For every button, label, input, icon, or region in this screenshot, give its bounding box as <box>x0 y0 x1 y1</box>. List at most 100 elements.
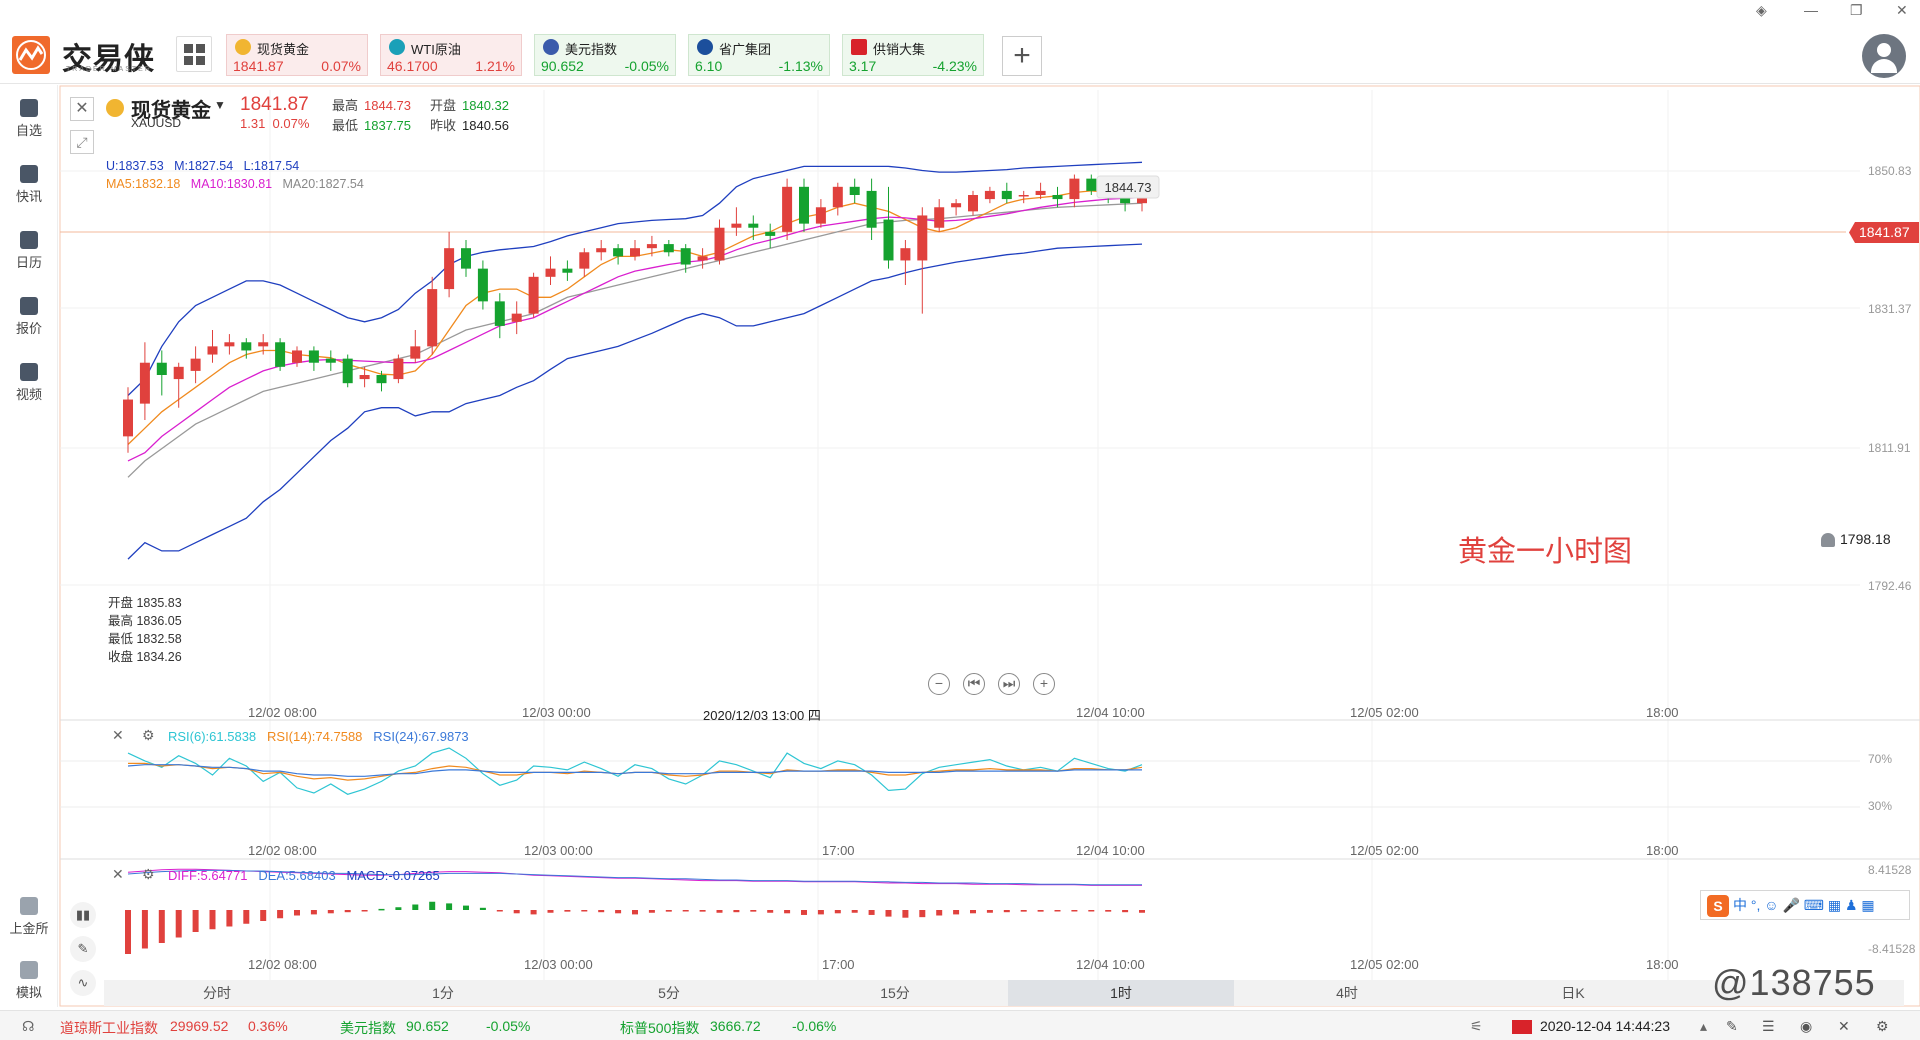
period-tab-active[interactable]: 1时 <box>1008 980 1234 1006</box>
macd-bar <box>1037 910 1044 912</box>
status-index-name[interactable]: 标普500指数 <box>620 1020 700 1036</box>
period-tab[interactable]: 15分 <box>880 985 910 1001</box>
bell-icon[interactable] <box>1821 533 1835 547</box>
settings-icon[interactable]: ⚙ <box>142 866 155 882</box>
camera-icon[interactable]: ◉ <box>1800 1018 1813 1034</box>
chart-type-button[interactable]: ∿ <box>70 970 96 996</box>
close-indicator-icon[interactable]: ✕ <box>112 866 124 882</box>
symbol-name[interactable]: 现货黄金 <box>131 100 211 122</box>
restore-icon[interactable]: ❐ <box>1850 2 1863 18</box>
caret-up-icon[interactable]: ▴ <box>1700 1018 1708 1034</box>
add-ticker-button[interactable]: + <box>1002 36 1042 76</box>
scroll-start-button[interactable]: ⏮ <box>963 673 985 695</box>
status-index-name[interactable]: 道琼斯工业指数 <box>60 1020 158 1036</box>
period-tab[interactable]: 5分 <box>658 985 680 1001</box>
candle-body <box>224 342 235 347</box>
gold-coin-icon <box>106 99 124 117</box>
close-chart-button[interactable]: ✕ <box>70 97 94 121</box>
macd-bar <box>1003 910 1010 913</box>
list-icon[interactable]: ☰ <box>1762 1018 1775 1034</box>
ticker-card-stock-1[interactable]: 省广集团 6.10 -1.13% <box>688 34 830 76</box>
status-index-name[interactable]: 美元指数 <box>340 1020 396 1036</box>
mute-icon[interactable]: ✕ <box>1838 1018 1850 1034</box>
ticker-card-usd-index[interactable]: 美元指数 90.652 -0.05% <box>534 34 676 76</box>
ticker-card-wti[interactable]: WTI原油 46.1700 1.21% <box>380 34 522 76</box>
apps-grid-button[interactable] <box>176 36 212 72</box>
macd-dea-label: DEA:5.68403 <box>258 868 336 883</box>
macd-bar <box>378 908 385 911</box>
tooltip-low: 最低 1832.58 <box>108 632 182 646</box>
candle-body <box>156 362 167 375</box>
settings-icon[interactable]: ⚙ <box>142 727 155 743</box>
macd-bar <box>294 910 300 916</box>
candle-body <box>951 203 962 208</box>
chart-grid <box>60 90 1860 1000</box>
brand-name: 交易侠 <box>62 43 155 76</box>
alert-price-label[interactable]: 1798.18 <box>1840 531 1891 547</box>
candle-body <box>900 248 911 261</box>
chevron-down-icon[interactable]: ▼ <box>214 98 226 112</box>
macd-bar <box>885 910 892 917</box>
sidebar-item-video[interactable]: 视频 <box>0 363 58 403</box>
status-bar: ☊ 道琼斯工业指数 29969.52 0.36% 美元指数 90.652 -0.… <box>0 1010 1920 1040</box>
period-tab[interactable]: 4时 <box>1336 985 1358 1001</box>
draw-tool-button[interactable]: ✎ <box>70 936 96 962</box>
macd-bar <box>648 910 655 913</box>
period-tab[interactable]: 日K <box>1561 985 1585 1001</box>
stock-chart-icon <box>697 39 713 55</box>
macd-bar <box>953 910 960 915</box>
sidebar-item-quotes[interactable]: 报价 <box>0 297 58 337</box>
watermark-handle: @138755 <box>1712 962 1876 1003</box>
zoom-in-button[interactable]: + <box>1033 673 1055 695</box>
ticker-change: -0.05% <box>624 58 669 74</box>
chart-canvas[interactable]: 1844.73 <box>0 0 1920 1010</box>
sidebar-item-sge[interactable]: 上金所 <box>0 897 58 937</box>
stat-low: 最低 1837.75 <box>332 115 411 134</box>
macd-bar <box>1139 910 1145 913</box>
ticker-card-gold[interactable]: 现货黄金 1841.87 0.07% <box>226 34 368 76</box>
period-tab[interactable]: 分时 <box>203 985 231 1001</box>
scroll-end-button[interactable]: ⏭ <box>998 673 1020 695</box>
period-tab[interactable]: 1分 <box>432 985 454 1001</box>
line-chart-icon: ∿ <box>77 975 89 990</box>
macd-bar <box>243 910 250 924</box>
sidebar-item-watchlist[interactable]: 自选 <box>0 99 58 139</box>
sidebar-item-simulate[interactable]: 模拟 <box>0 961 58 1001</box>
macd-bar <box>1054 910 1061 912</box>
candle-body <box>275 342 286 367</box>
ma5-line <box>127 190 1142 445</box>
skin-icon[interactable]: ◈ <box>1756 2 1767 18</box>
x-axis-label: 12/04 10:00 <box>1076 843 1145 858</box>
status-index-value: 29969.52 <box>170 1018 229 1034</box>
indicator-tool-button[interactable]: ▮▮ <box>70 902 96 928</box>
close-window-icon[interactable]: ✕ <box>1896 2 1908 18</box>
skip-back-icon: ⏮ <box>967 675 981 691</box>
expand-chart-button[interactable]: ⤢ <box>70 130 94 154</box>
candle-body <box>748 223 759 228</box>
settings-gear-icon[interactable]: ⚙ <box>1876 1018 1889 1034</box>
headset-icon[interactable]: ☊ <box>22 1018 35 1034</box>
candle-body <box>427 289 438 347</box>
edit-icon[interactable]: ✎ <box>1726 1018 1738 1034</box>
minimize-icon[interactable]: — <box>1804 2 1818 18</box>
macd-bar <box>817 910 824 915</box>
user-avatar[interactable] <box>1862 34 1906 78</box>
tooltip-open: 开盘 1835.83 <box>108 596 182 610</box>
stat-label: 昨收 <box>430 118 457 133</box>
sidebar-item-label: 视频 <box>15 387 42 402</box>
status-index-value: 3666.72 <box>710 1018 761 1034</box>
x-axis-label: 17:00 <box>822 957 855 972</box>
signal-icon[interactable]: ⚟ <box>1470 1018 1483 1034</box>
boll-mid-label: M:1827.54 <box>174 159 234 173</box>
symbol-change: 1.31 0.07% <box>240 116 309 131</box>
ticker-card-stock-2[interactable]: 供销大集 3.17 -4.23% <box>842 34 984 76</box>
candle-body <box>630 248 640 257</box>
sidebar-item-calendar[interactable]: 日历 <box>0 231 58 271</box>
bollinger-bands <box>127 161 1143 560</box>
close-indicator-icon[interactable]: ✕ <box>112 727 124 743</box>
zoom-out-button[interactable]: − <box>928 673 950 695</box>
rsi-axis-label: 30% <box>1868 799 1893 813</box>
sidebar-item-news[interactable]: 快讯 <box>0 165 58 205</box>
macd-bar <box>784 910 791 914</box>
